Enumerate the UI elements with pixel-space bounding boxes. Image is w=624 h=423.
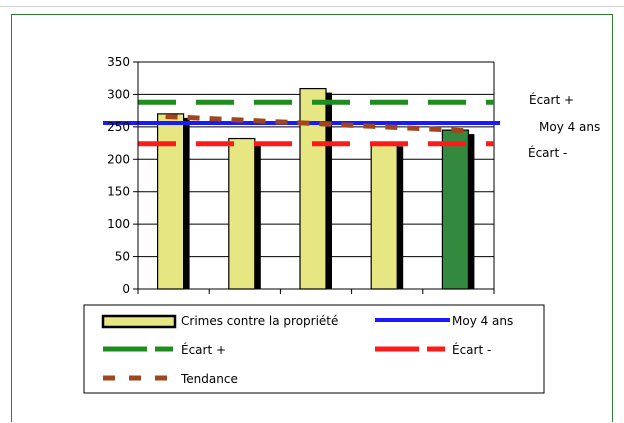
legend-label-tendance: Tendance (180, 372, 238, 386)
bar-3 (370, 141, 398, 290)
legend-label-moy: Moy 4 ans (452, 314, 513, 328)
side-label-ecart-minus: Écart - (528, 145, 567, 160)
legend-label-ecart-plus: Écart + (181, 342, 226, 357)
y-tick-label-1: 50 (115, 250, 130, 264)
legend-label-ecart-minus: Écart - (452, 342, 491, 357)
bar-0 (157, 113, 185, 290)
bars-layer (157, 87, 475, 290)
y-tick-label-7: 350 (107, 55, 130, 69)
y-tick-label-2: 100 (107, 217, 130, 231)
reference-lines-layer (103, 99, 500, 147)
bar-2 (299, 87, 327, 290)
line-tendance (165, 113, 467, 134)
bar-4 (441, 129, 469, 290)
y-tick-label-6: 300 (107, 87, 130, 101)
top-strip (0, 0, 624, 7)
legend-swatch-crimes (101, 314, 177, 329)
y-tick-label-3: 150 (107, 185, 130, 199)
y-tick-label-0: 0 (122, 282, 130, 296)
side-label-ecart-plus: Écart + (529, 92, 574, 107)
legend: Crimes contre la propriété Moy 4 ans Éca… (83, 304, 545, 394)
side-labels: Écart + Moy 4 ans Écart - (528, 92, 600, 160)
y-tick-label-5: 250 (107, 120, 130, 134)
bar-1 (228, 137, 256, 290)
axis-layer: 0 50 100 150 200 250 300 350 (107, 55, 495, 296)
y-tick-label-4: 200 (107, 152, 130, 166)
side-label-moy: Moy 4 ans (539, 120, 600, 134)
legend-label-crimes: Crimes contre la propriété (181, 314, 338, 328)
